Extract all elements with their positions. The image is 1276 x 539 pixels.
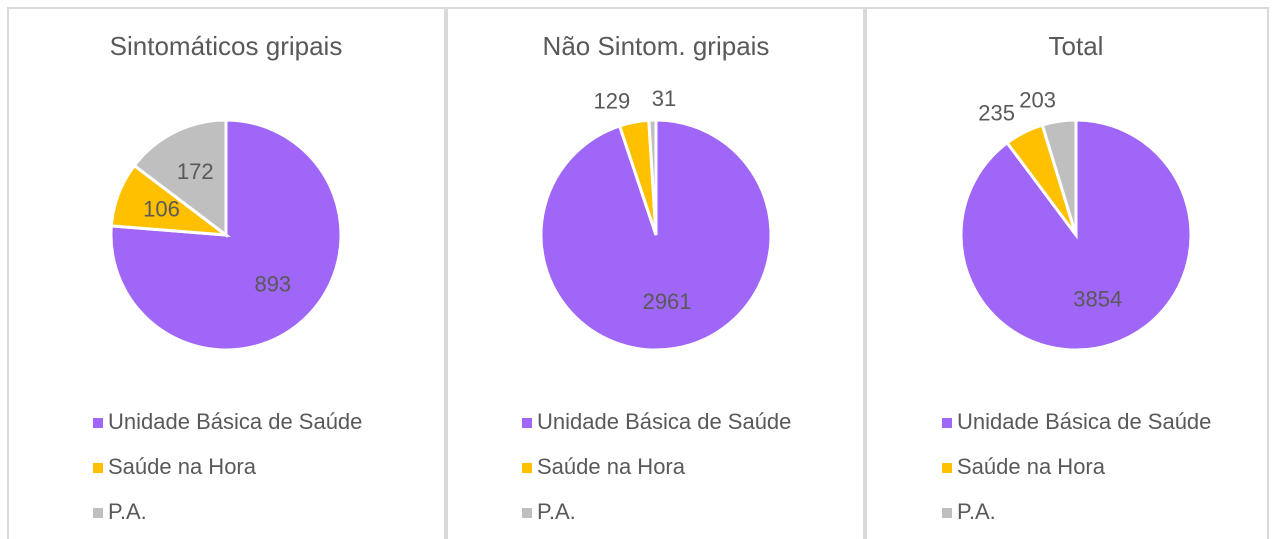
chart-title: Total (1049, 31, 1104, 61)
legend-swatch (522, 463, 532, 473)
legend-swatch (522, 508, 532, 518)
data-label: 893 (254, 271, 291, 296)
chart-title: Não Sintom. gripais (543, 31, 770, 61)
legend-label: P.A. (537, 499, 576, 524)
data-label: 31 (652, 86, 676, 111)
legend-label: Saúde na Hora (537, 454, 686, 479)
legend-swatch (942, 463, 952, 473)
legend-label: Saúde na Hora (957, 454, 1106, 479)
data-label: 106 (143, 196, 180, 221)
legend-swatch (942, 418, 952, 428)
data-label: 203 (1019, 87, 1056, 112)
legend-swatch (93, 508, 103, 518)
data-label: 235 (978, 100, 1015, 125)
pie-slice (132, 118, 228, 239)
data-label: 3854 (1073, 286, 1122, 311)
legend-swatch (93, 463, 103, 473)
pie-slice (1040, 118, 1078, 236)
data-label: 129 (593, 88, 630, 113)
legend-label: P.A. (108, 499, 147, 524)
chart-title: Sintomáticos gripais (110, 31, 343, 61)
legend-swatch (522, 418, 532, 428)
legend-label: Saúde na Hora (108, 454, 257, 479)
pie-slice (109, 118, 343, 352)
legend-label: P.A. (957, 499, 996, 524)
legend-swatch (93, 418, 103, 428)
pie-slice (647, 118, 658, 236)
legend-label: Unidade Básica de Saúde (537, 409, 791, 434)
data-label: 2961 (643, 289, 692, 314)
legend-label: Unidade Básica de Saúde (957, 409, 1211, 434)
legend-swatch (942, 508, 952, 518)
data-label: 172 (177, 159, 214, 184)
legend-label: Unidade Básica de Saúde (108, 409, 362, 434)
